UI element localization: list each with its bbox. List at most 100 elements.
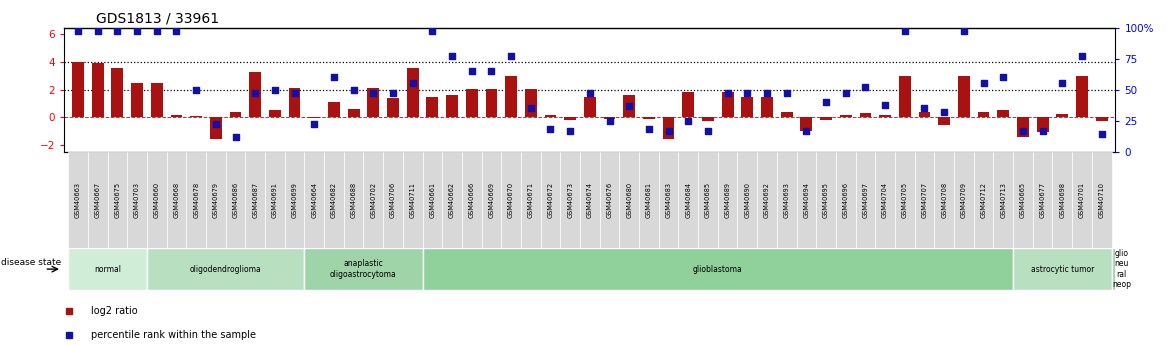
Point [147, 29, 166, 34]
Text: GSM40689: GSM40689 [724, 182, 731, 218]
Text: GSM40699: GSM40699 [292, 182, 298, 218]
Text: GSM40698: GSM40698 [1059, 182, 1065, 218]
Point [816, 99, 835, 105]
Point [383, 91, 402, 96]
Bar [644, 117, 655, 119]
Point [187, 87, 206, 92]
Text: GSM40664: GSM40664 [311, 182, 318, 218]
Text: GSM40685: GSM40685 [705, 182, 711, 218]
Bar [1013, 248, 1112, 290]
Text: GSM40710: GSM40710 [1099, 182, 1105, 218]
Text: disease state: disease state [1, 258, 62, 267]
Point [245, 91, 264, 96]
Bar [880, 115, 891, 117]
Bar [994, 152, 1013, 248]
Bar [702, 117, 714, 121]
Text: glioblastoma: glioblastoma [693, 265, 743, 274]
Bar [151, 83, 162, 117]
Text: GSM40671: GSM40671 [528, 182, 534, 218]
Text: GSM40660: GSM40660 [154, 182, 160, 218]
Point [482, 68, 501, 74]
Bar [895, 152, 915, 248]
Point [127, 29, 146, 34]
Bar [875, 152, 895, 248]
Bar [978, 112, 989, 117]
Bar [461, 152, 481, 248]
Bar [997, 110, 1009, 117]
Bar [958, 76, 969, 117]
Bar [68, 248, 147, 290]
Bar [662, 117, 674, 139]
Text: GSM40707: GSM40707 [922, 182, 927, 218]
Text: GSM40687: GSM40687 [252, 182, 258, 218]
Text: GSM40665: GSM40665 [1020, 182, 1026, 218]
Bar [1013, 152, 1033, 248]
Bar [245, 152, 265, 248]
Text: GSM40675: GSM40675 [114, 182, 120, 218]
Bar [1092, 152, 1112, 248]
Point [521, 106, 540, 111]
Bar [446, 95, 458, 117]
Text: GSM40702: GSM40702 [370, 182, 376, 218]
Point [856, 85, 875, 90]
Bar [722, 92, 734, 117]
Bar [584, 97, 596, 117]
Point [364, 91, 383, 96]
Bar [816, 152, 836, 248]
Bar [249, 72, 262, 117]
Text: GSM40662: GSM40662 [449, 182, 456, 218]
Bar [387, 98, 399, 117]
Bar [328, 102, 340, 117]
Text: astrocytic tumor: astrocytic tumor [1030, 265, 1094, 274]
Text: GSM40666: GSM40666 [468, 182, 474, 218]
Bar [206, 152, 225, 248]
Point [718, 91, 737, 96]
Bar [305, 152, 324, 248]
Bar [288, 88, 300, 117]
Text: GSM40705: GSM40705 [902, 182, 908, 218]
Point [502, 53, 521, 59]
Bar [1112, 248, 1131, 290]
Bar [308, 117, 320, 118]
Text: GSM40708: GSM40708 [941, 182, 947, 218]
Bar [348, 109, 360, 117]
Bar [481, 152, 501, 248]
Bar [762, 97, 773, 117]
Point [1072, 53, 1091, 59]
Point [659, 128, 677, 134]
Bar [659, 152, 679, 248]
Bar [974, 152, 994, 248]
Bar [466, 89, 478, 117]
Text: GSM40711: GSM40711 [410, 182, 416, 218]
Point [1052, 81, 1071, 86]
Bar [797, 152, 816, 248]
Bar [147, 248, 305, 290]
Bar [1037, 117, 1049, 132]
Bar [679, 152, 698, 248]
Point [600, 118, 619, 124]
Bar [619, 152, 639, 248]
Point [738, 91, 757, 96]
Point [698, 128, 717, 134]
Point [640, 127, 659, 132]
Bar [915, 152, 934, 248]
Text: GSM40682: GSM40682 [331, 182, 336, 218]
Bar [368, 88, 380, 117]
Point [580, 91, 599, 96]
Bar [544, 115, 556, 117]
Point [916, 106, 934, 111]
Bar [111, 68, 124, 117]
Bar [426, 97, 438, 117]
Point [423, 29, 442, 34]
Bar [840, 115, 851, 117]
Point [561, 128, 579, 134]
Bar [171, 115, 182, 117]
Text: GSM40694: GSM40694 [804, 182, 809, 218]
Point [896, 29, 915, 34]
Point [69, 29, 88, 34]
Bar [934, 152, 954, 248]
Text: GSM40690: GSM40690 [744, 182, 750, 218]
Bar [718, 152, 737, 248]
Bar [343, 152, 363, 248]
Bar [305, 248, 423, 290]
